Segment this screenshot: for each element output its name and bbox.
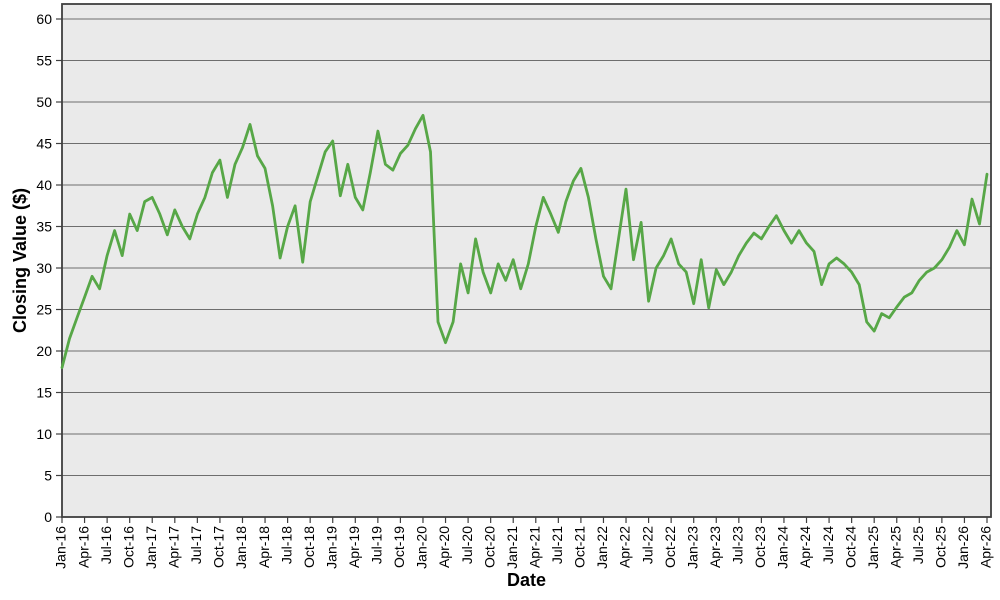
x-tick-label: Apr-23 [707, 526, 723, 568]
x-tick-label: Apr-26 [978, 526, 994, 568]
x-tick-label: Jan-20 [414, 526, 430, 569]
y-axis-title: Closing Value ($) [10, 188, 30, 333]
x-tick-label: Apr-24 [797, 526, 813, 568]
x-tick-label: Oct-19 [391, 526, 407, 568]
x-tick-label: Apr-20 [436, 526, 452, 568]
y-tick-label: 0 [44, 509, 52, 525]
x-tick-label: Jul-23 [730, 526, 746, 564]
closing-value-line [60, 113, 989, 369]
x-tick-label: Oct-17 [211, 526, 227, 568]
x-tick-label: Jul-24 [820, 526, 836, 564]
x-tick-label: Oct-25 [933, 526, 949, 568]
x-tick-label: Apr-19 [346, 526, 362, 568]
y-tick-label: 50 [36, 94, 52, 110]
axes [56, 3, 992, 523]
x-tick-label: Apr-16 [75, 526, 91, 568]
y-tick-label: 55 [36, 53, 52, 69]
y-tick-label: 45 [36, 136, 52, 152]
x-tick-label: Oct-21 [572, 526, 588, 568]
x-tick-label: Jul-20 [459, 526, 475, 564]
x-tick-label: Jul-18 [278, 526, 294, 564]
x-tick-label: Oct-24 [842, 526, 858, 568]
x-tick-label: Oct-20 [481, 526, 497, 568]
x-tick-label: Jul-22 [639, 526, 655, 564]
x-tick-label: Apr-21 [526, 526, 542, 568]
x-tick-label: Jan-19 [323, 526, 339, 569]
x-tick-label: Jul-19 [369, 526, 385, 564]
x-tick-label: Apr-22 [617, 526, 633, 568]
y-tick-label: 60 [36, 11, 52, 27]
x-tick-label: Apr-17 [166, 526, 182, 568]
y-tick-label: 40 [36, 177, 52, 193]
x-tick-label: Jan-22 [594, 526, 610, 569]
x-tick-label: Jan-26 [955, 526, 971, 569]
plot-area [62, 4, 991, 517]
x-tick-label: Jul-21 [549, 526, 565, 564]
x-tick-label: Oct-23 [752, 526, 768, 568]
x-tick-label: Jul-16 [98, 526, 114, 564]
x-axis-title: Date [507, 570, 546, 590]
plot-border [61, 3, 992, 518]
tick-labels: 0 5 10 15 20 25 30 35 40 45 50 55 60 Jan-16 Apr-16 Jul-… [36, 11, 993, 569]
x-tick-label: Oct-16 [120, 526, 136, 568]
x-tick-label: Jul-25 [910, 526, 926, 564]
x-tick-label: Oct-22 [662, 526, 678, 568]
y-tick-label: 5 [44, 468, 52, 484]
x-tick-label: Jul-17 [188, 526, 204, 564]
y-tick-label: 15 [36, 385, 52, 401]
x-tick-label: Jan-24 [775, 526, 791, 569]
y-tick-label: 10 [36, 426, 52, 442]
x-tick-label: Jan-23 [684, 526, 700, 569]
plot-background [62, 4, 991, 517]
x-tick-label: Apr-18 [256, 526, 272, 568]
data-series [60, 113, 989, 369]
x-tick-label: Apr-25 [887, 526, 903, 568]
x-tick-label: Jan-21 [504, 526, 520, 569]
x-tick-label: Jan-17 [143, 526, 159, 569]
y-tick-label: 35 [36, 219, 52, 235]
x-tick-label: Jan-16 [53, 526, 69, 569]
x-tick-label: Jan-18 [233, 526, 249, 569]
y-tick-label: 25 [36, 302, 52, 318]
x-tick-label: Jan-25 [865, 526, 881, 569]
x-tick-label: Oct-18 [301, 526, 317, 568]
y-tick-label: 20 [36, 343, 52, 359]
y-tick-label: 30 [36, 260, 52, 276]
